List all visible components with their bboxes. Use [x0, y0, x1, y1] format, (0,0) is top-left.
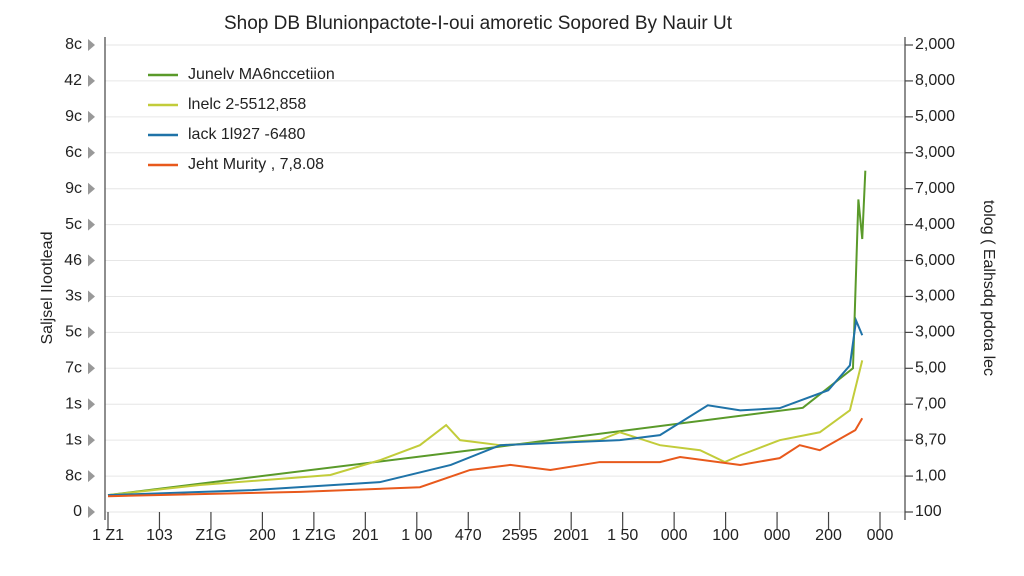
tick-arrow	[88, 506, 95, 518]
legend-label: lack 1l927 -6480	[188, 126, 306, 143]
tick-arrow	[88, 398, 95, 411]
y2-axis-label: tolog ( Ealhsdq pdota lec	[980, 200, 997, 376]
x-tick-label: 200	[249, 527, 276, 544]
legend-label: lnelc 2-5512,858	[188, 96, 306, 113]
y2-tick-label: 3,000	[915, 144, 955, 161]
y-tick-label: 5c	[65, 216, 82, 233]
tick-arrow	[88, 434, 95, 447]
y2-tick-label: 7,000	[915, 180, 955, 197]
y-tick-label: 7c	[65, 360, 82, 377]
x-tick-label: 000	[661, 527, 688, 544]
x-tick-label: 470	[455, 527, 482, 544]
y-tick-label: 8c	[65, 36, 82, 53]
tick-arrow	[88, 110, 95, 123]
y2-tick-label: 5,00	[915, 360, 946, 377]
chart-title: Shop DB Blunionpactote-I-oui amoretic So…	[224, 13, 733, 34]
y-tick-label: 0	[73, 503, 82, 520]
y-tick-label: 9c	[65, 180, 82, 197]
tick-arrow	[88, 74, 95, 87]
y-tick-label: 5c	[65, 324, 82, 341]
tick-arrow	[88, 470, 95, 483]
y2-tick-label: 5,000	[915, 108, 955, 125]
y-tick-label: 46	[64, 252, 82, 269]
y2-tick-label: 6,000	[915, 252, 955, 269]
tick-arrow	[88, 290, 95, 303]
x-tick-label: 103	[146, 527, 173, 544]
x-tick-label: 000	[764, 527, 791, 544]
tick-arrow	[88, 326, 95, 339]
line	[107, 170, 867, 497]
x-tick-label: 2001	[553, 527, 589, 544]
tick-arrow	[88, 146, 95, 159]
y2-tick-label: 8,70	[915, 431, 946, 448]
y-tick-label: 1s	[65, 431, 82, 448]
tick-arrow	[88, 182, 95, 195]
x-tick-label: 1 50	[607, 527, 638, 544]
x-tick-label: 000	[867, 527, 894, 544]
x-tick-label: 2595	[502, 527, 538, 544]
legend-label: Jeht Murity , 7,8.08	[188, 156, 324, 173]
x-tick-label: 100	[712, 527, 739, 544]
y2-tick-label: 2,000	[915, 36, 955, 53]
x-tick-label: 201	[352, 527, 379, 544]
x-tick-label: 1 Z1G	[292, 527, 336, 544]
x-tick-label: 200	[815, 527, 842, 544]
tick-arrow	[88, 362, 95, 375]
y-tick-label: 3s	[65, 288, 82, 305]
y2-tick-label: 100	[915, 503, 942, 520]
y-tick-label: 6c	[65, 144, 82, 161]
y2-tick-label: 4,000	[915, 216, 955, 233]
line	[107, 316, 864, 497]
y2-tick-label: 1,00	[915, 467, 946, 484]
x-tick-label: 1 Z1	[92, 527, 124, 544]
y-tick-label: 9c	[65, 108, 82, 125]
y2-tick-label: 3,000	[915, 288, 955, 305]
y-tick-label: 1s	[65, 395, 82, 412]
y-tick-label: 8c	[65, 467, 82, 484]
tick-arrow	[88, 218, 95, 231]
line	[107, 417, 864, 498]
legend-label: Junelv MA6nccetiion	[188, 66, 335, 83]
x-tick-label: Z1G	[195, 527, 226, 544]
tick-arrow	[88, 39, 95, 51]
tick-arrow	[88, 254, 95, 267]
y2-tick-label: 7,00	[915, 395, 946, 412]
line	[107, 360, 864, 497]
y2-tick-label: 3,000	[915, 324, 955, 341]
x-tick-label: 1 00	[401, 527, 432, 544]
y-axis-label: Saljsel IIootlead	[39, 232, 56, 345]
y2-tick-label: 8,000	[915, 72, 955, 89]
y-tick-label: 42	[64, 72, 82, 89]
